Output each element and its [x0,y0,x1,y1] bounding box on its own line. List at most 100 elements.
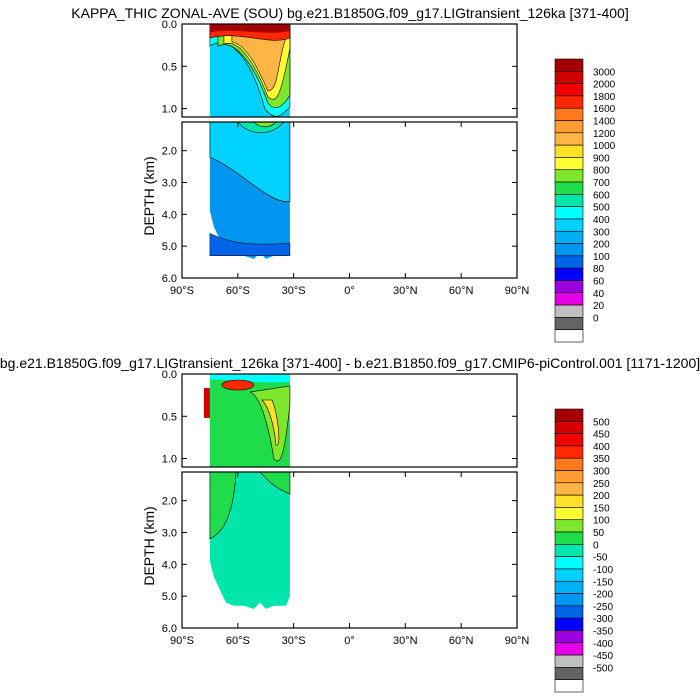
colorbar-label: 300 [593,467,610,478]
colorbar-swatch [554,132,584,146]
y-tick-label: 2.0 [162,496,177,508]
field-region [209,374,290,383]
colorbar-swatch [554,457,584,471]
colorbar-label: 450 [593,430,610,441]
x-tick-label: 90°N [505,285,530,297]
colorbar-swatch [554,206,584,220]
colorbar-label: -350 [593,626,613,637]
x-tick-label: 90°S [170,285,194,297]
colorbar-label: 20 [593,301,605,312]
y-tick-label: 1.0 [162,454,177,466]
y-axis-label: DEPTH (km) [141,156,157,235]
colorbar-label: 60 [593,276,605,287]
x-tick-label: 0° [344,285,355,297]
y-tick-label: 4.0 [162,559,177,571]
colorbar-label: 40 [593,289,605,300]
upper-frame [181,23,518,118]
colorbar-label: 200 [593,491,610,502]
x-tick-label: 90°N [505,635,530,647]
colorbar-swatch [554,421,584,434]
colorbar-label: -200 [593,590,613,601]
colorbar-swatch [554,580,584,594]
colorbar-label: -500 [593,663,613,674]
colorbar-label: 400 [593,442,610,453]
x-tick-label: 30°N [393,285,418,297]
upper-field [203,374,291,467]
colorbar-swatch [554,218,584,232]
colorbar-swatch [554,304,584,318]
colorbar-label: 100 [593,252,610,263]
panel-1: KAPPA_THIC ZONAL-AVE (SOU) bg.e21.B1850G… [71,5,629,343]
colorbar-label: 300 [593,227,610,238]
colorbar-swatch [554,617,584,631]
colorbar-swatch [554,169,584,183]
colorbar-swatch [554,71,584,84]
colorbar-swatch [554,255,584,269]
colorbar-label: -100 [593,565,613,576]
colorbar-label: 150 [593,503,610,514]
x-tick-label: 60°S [226,285,250,297]
colorbar-label: 1200 [593,129,616,140]
x-tick-label: 60°S [226,635,250,647]
y-tick-label: 4.0 [162,209,177,221]
lower-field [209,472,291,609]
colorbar-swatch [554,667,584,680]
colorbar-label: 0 [593,313,599,324]
colorbar-label: 3000 [593,67,616,78]
colorbar-swatch [554,194,584,207]
x-tick-label: 90°S [170,635,194,647]
colorbar-swatch [554,507,584,521]
field-region [203,388,210,418]
upper-frame [181,373,518,468]
x-tick-label: 30°S [282,635,306,647]
y-tick-label: 6.0 [162,623,177,635]
colorbar-label: 350 [593,454,610,465]
colorbar-swatch [554,482,584,496]
field-region [221,379,255,391]
colorbar-swatch [554,544,584,557]
y-tick-label: 5.0 [162,591,177,603]
colorbar-swatch [554,83,584,97]
colorbar-swatch [554,494,584,508]
field-region [209,472,237,540]
colorbar-swatch [554,605,584,619]
colorbar-swatch [554,470,584,484]
y-tick-label: 2.0 [162,146,177,158]
y-tick-label: 0.0 [162,369,177,381]
field-region [209,24,290,33]
colorbar-swatch [554,181,584,195]
colorbar-swatch [554,58,584,72]
colorbar-swatch [554,292,584,306]
colorbar-swatch [554,157,584,171]
colorbar-swatch [554,267,584,281]
x-tick-label: 60°N [449,285,474,297]
colorbar-swatch [554,243,584,257]
colorbar-label: -450 [593,651,613,662]
colorbar-swatch [554,107,584,121]
x-tick-label: 30°N [393,635,418,647]
y-tick-label: 0.0 [162,19,177,31]
colorbar-label: 400 [593,215,610,226]
y-tick-label: 0.5 [162,411,177,423]
field-region [259,472,291,495]
colorbar-swatch [554,593,584,607]
field-region [209,233,291,256]
colorbar-label: 1600 [593,104,616,115]
colorbar-label: -400 [593,639,613,650]
colorbar-label: 200 [593,240,610,251]
colorbar-swatch [554,317,584,330]
field-region [249,385,291,462]
colorbar-label: 50 [593,528,605,539]
colorbar-label: 900 [593,153,610,164]
colorbar-swatch [554,642,584,656]
y-tick-label: 3.0 [162,177,177,189]
upper-field [209,24,291,117]
panel-2: bg.e21.B1850G.f09_g17.LIGtransient_126ka… [0,355,700,693]
colorbar-swatch [554,433,584,447]
colorbar-swatch [554,630,584,644]
colorbar-label: 0 [593,540,599,551]
colorbar-swatch [554,144,584,158]
colorbar-label: 1400 [593,117,616,128]
y-tick-label: 1.0 [162,104,177,116]
